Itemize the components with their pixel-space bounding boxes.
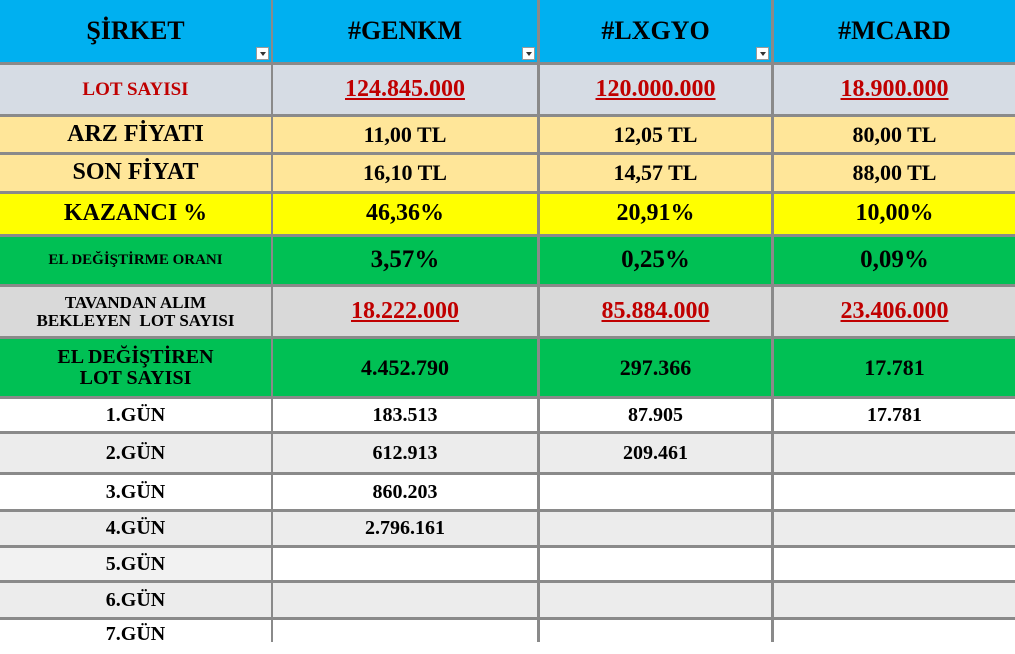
- header-lxgyo[interactable]: #LXGYO: [540, 0, 771, 62]
- header-genkm[interactable]: #GENKM: [273, 0, 537, 62]
- filter-dropdown-icon[interactable]: [256, 47, 269, 60]
- day-cell-6-mcard[interactable]: [774, 583, 1015, 617]
- row-label-lot[interactable]: LOT SAYISI: [0, 65, 271, 114]
- filter-dropdown-icon[interactable]: [522, 47, 535, 60]
- row-label-tavan-line1: TAVANDAN ALIM: [64, 292, 207, 312]
- cell-kazanc-genkm[interactable]: 46,36%: [273, 194, 537, 234]
- row-label-oran[interactable]: EL DEĞİŞTİRME ORANI: [0, 237, 271, 284]
- cell-eldeg-lxgyo[interactable]: 297.366: [540, 339, 771, 396]
- day-cell-7-mcard[interactable]: [774, 620, 1015, 654]
- day-cell-2-lxgyo[interactable]: 209.461: [540, 434, 771, 472]
- cell-eldeg-mcard[interactable]: 17.781: [774, 339, 1015, 396]
- cell-tavan-genkm[interactable]: 18.222.000: [273, 287, 537, 336]
- row-label-arz[interactable]: ARZ FİYATI: [0, 117, 271, 152]
- day-label-3[interactable]: 3.GÜN: [0, 475, 271, 509]
- cell-arz-lxgyo[interactable]: 12,05 TL: [540, 117, 771, 152]
- cell-oran-mcard[interactable]: 0,09%: [774, 237, 1015, 284]
- row-label-tavan-line2: BEKLEYEN LOT SAYISI: [36, 310, 235, 330]
- row-label-kazanc[interactable]: KAZANCI %: [0, 194, 271, 234]
- cell-kazanc-mcard[interactable]: 10,00%: [774, 194, 1015, 234]
- day-cell-1-mcard[interactable]: 17.781: [774, 399, 1015, 431]
- cell-son-genkm[interactable]: 16,10 TL: [273, 155, 537, 191]
- header-lxgyo-label: #LXGYO: [601, 16, 710, 46]
- cell-eldeg-genkm[interactable]: 4.452.790: [273, 339, 537, 396]
- day-cell-2-mcard[interactable]: [774, 434, 1015, 472]
- cell-oran-lxgyo[interactable]: 0,25%: [540, 237, 771, 284]
- cell-tavan-lxgyo[interactable]: 85.884.000: [540, 287, 771, 336]
- cell-son-lxgyo[interactable]: 14,57 TL: [540, 155, 771, 191]
- day-cell-4-lxgyo[interactable]: [540, 512, 771, 545]
- cell-arz-genkm[interactable]: 11,00 TL: [273, 117, 537, 152]
- day-cell-1-genkm[interactable]: 183.513: [273, 399, 537, 431]
- day-cell-7-lxgyo[interactable]: [540, 620, 771, 654]
- day-label-5[interactable]: 5.GÜN: [0, 548, 271, 580]
- day-cell-6-lxgyo[interactable]: [540, 583, 771, 617]
- day-label-6[interactable]: 6.GÜN: [0, 583, 271, 617]
- day-label-1[interactable]: 1.GÜN: [0, 399, 271, 431]
- cell-lot-lxgyo[interactable]: 120.000.000: [540, 65, 771, 114]
- filter-dropdown-icon[interactable]: [756, 47, 769, 60]
- header-genkm-label: #GENKM: [347, 16, 463, 46]
- day-cell-3-lxgyo[interactable]: [540, 475, 771, 509]
- row-label-eldeg[interactable]: EL DEĞİŞTİREN LOT SAYISI: [0, 339, 271, 396]
- cell-arz-mcard[interactable]: 80,00 TL: [774, 117, 1015, 152]
- cell-lot-mcard[interactable]: 18.900.000: [774, 65, 1015, 114]
- day-cell-4-genkm[interactable]: 2.796.161: [273, 512, 537, 545]
- row-label-tavan[interactable]: TAVANDAN ALIM BEKLEYEN LOT SAYISI: [0, 287, 271, 336]
- cell-oran-genkm[interactable]: 3,57%: [273, 237, 537, 284]
- day-cell-5-mcard[interactable]: [774, 548, 1015, 580]
- row-label-eldeg-line2: LOT SAYISI: [79, 366, 192, 389]
- row-label-son[interactable]: SON FİYAT: [0, 155, 271, 191]
- day-cell-6-genkm[interactable]: [273, 583, 537, 617]
- day-cell-1-lxgyo[interactable]: 87.905: [540, 399, 771, 431]
- cell-kazanc-lxgyo[interactable]: 20,91%: [540, 194, 771, 234]
- cell-tavan-mcard[interactable]: 23.406.000: [774, 287, 1015, 336]
- day-cell-3-genkm[interactable]: 860.203: [273, 475, 537, 509]
- day-cell-7-genkm[interactable]: [273, 620, 537, 654]
- day-cell-4-mcard[interactable]: [774, 512, 1015, 545]
- day-label-7[interactable]: 7.GÜN: [0, 620, 271, 654]
- day-cell-5-lxgyo[interactable]: [540, 548, 771, 580]
- header-company[interactable]: ŞİRKET: [0, 0, 271, 62]
- day-cell-3-mcard[interactable]: [774, 475, 1015, 509]
- header-company-label: ŞİRKET: [86, 16, 185, 46]
- day-label-2[interactable]: 2.GÜN: [0, 434, 271, 472]
- header-mcard[interactable]: #MCARD: [774, 0, 1015, 62]
- day-label-4[interactable]: 4.GÜN: [0, 512, 271, 545]
- day-cell-2-genkm[interactable]: 612.913: [273, 434, 537, 472]
- day-cell-5-genkm[interactable]: [273, 548, 537, 580]
- row-label-eldeg-line1: EL DEĞİŞTİREN: [57, 345, 214, 368]
- cell-son-mcard[interactable]: 88,00 TL: [774, 155, 1015, 191]
- header-mcard-label: #MCARD: [838, 16, 951, 46]
- cell-lot-genkm[interactable]: 124.845.000: [273, 65, 537, 114]
